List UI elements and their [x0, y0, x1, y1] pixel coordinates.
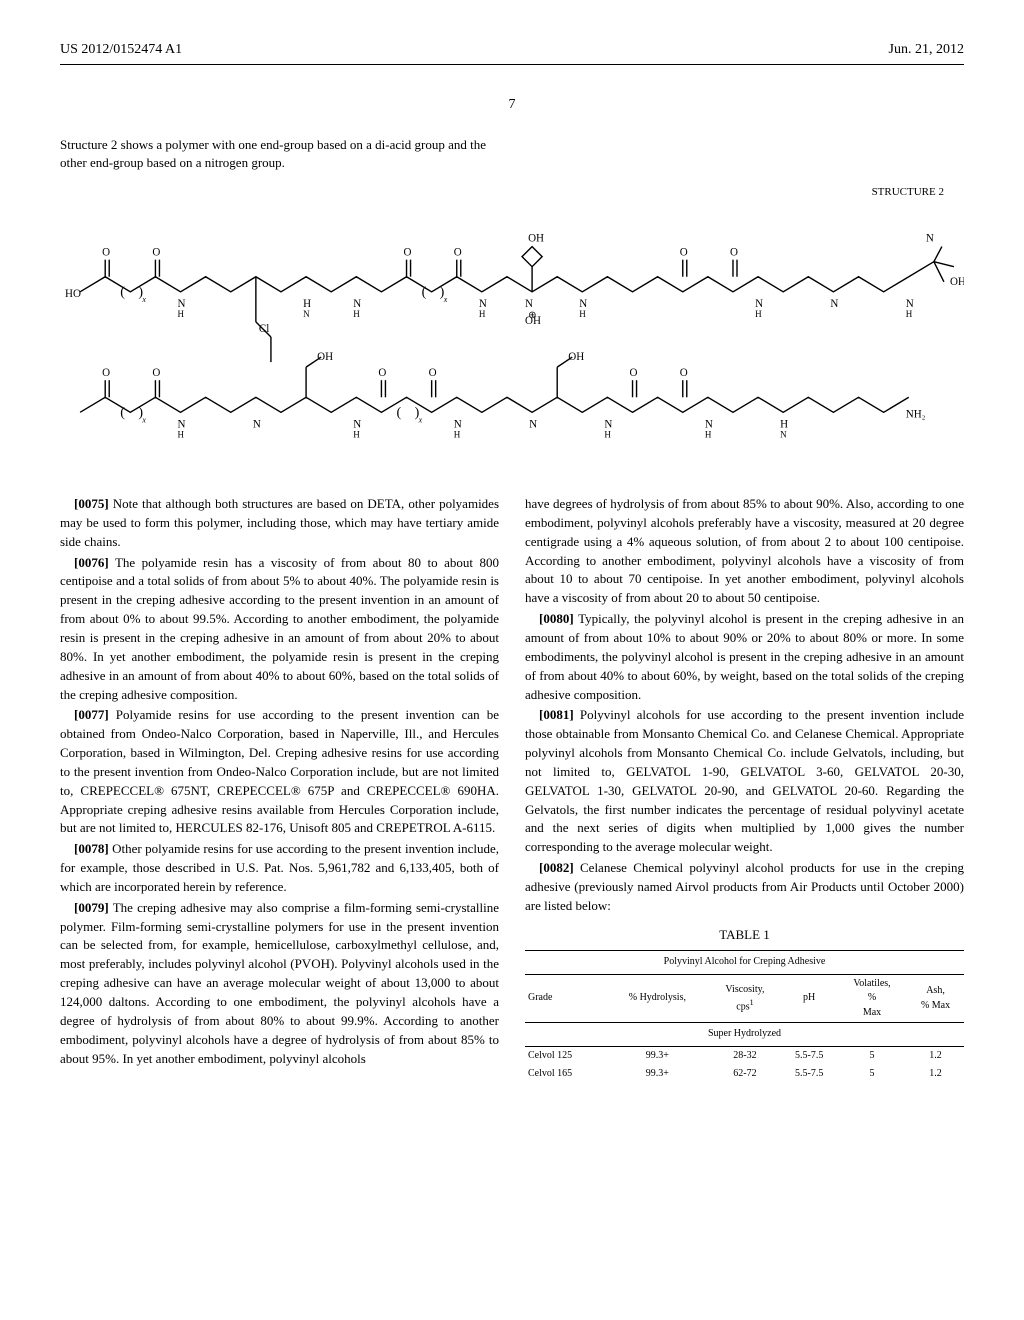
svg-text:(: ( — [120, 284, 125, 300]
svg-text:x: x — [443, 295, 448, 304]
svg-text:NH₂: NH₂ — [906, 409, 926, 421]
col-hydrolysis: % Hydrolysis, — [606, 974, 708, 1023]
intro-paragraph: Structure 2 shows a polymer with one end… — [60, 136, 494, 174]
table-title: TABLE 1 — [525, 926, 964, 945]
svg-text:OH: OH — [317, 351, 333, 363]
table-row: Celvol 165 99.3+ 62-72 5.5-7.5 5 1.2 — [525, 1065, 964, 1084]
publication-number: US 2012/0152474 A1 — [60, 40, 182, 60]
svg-text:O: O — [730, 247, 738, 259]
para-cont-0079: have degrees of hydrolysis of from about… — [525, 495, 964, 608]
svg-text:x: x — [141, 295, 146, 304]
svg-text:O: O — [454, 247, 462, 259]
svg-text:N: N — [253, 419, 261, 431]
svg-text:O: O — [152, 247, 160, 259]
svg-text:N: N — [303, 309, 310, 319]
svg-text:x: x — [141, 416, 146, 425]
svg-text:OH: OH — [568, 351, 584, 363]
table-caption: Polyvinyl Alcohol for Creping Adhesive — [525, 951, 964, 975]
chemical-structure-diagram: OO OO OO HO OH N OH NH HN NH NH N⊕ NH NH… — [60, 207, 964, 467]
para-0076: [0076] The polyamide resin has a viscosi… — [60, 554, 499, 705]
page-header: US 2012/0152474 A1 Jun. 21, 2012 — [60, 40, 964, 60]
svg-text:H: H — [604, 430, 611, 440]
svg-text:O: O — [404, 247, 412, 259]
svg-text:(: ( — [120, 405, 125, 421]
para-0078: [0078] Other polyamide resins for use ac… — [60, 840, 499, 897]
svg-text:OH: OH — [950, 276, 964, 288]
para-0079: [0079] The creping adhesive may also com… — [60, 899, 499, 1069]
col-ph: pH — [781, 974, 837, 1023]
svg-text:H: H — [906, 309, 913, 319]
svg-text:O: O — [378, 367, 386, 379]
svg-text:N: N — [525, 298, 533, 310]
para-0082: [0082] Celanese Chemical polyvinyl alcoh… — [525, 859, 964, 916]
svg-text:OH: OH — [528, 233, 544, 245]
svg-text:N: N — [780, 430, 787, 440]
col-volatiles: Volatiles,%Max — [837, 974, 907, 1023]
svg-text:O: O — [680, 367, 688, 379]
svg-text:(: ( — [422, 284, 427, 300]
col-grade: Grade — [525, 974, 606, 1023]
svg-text:HO: HO — [65, 288, 81, 300]
svg-text:x: x — [418, 416, 423, 425]
svg-text:H: H — [178, 430, 185, 440]
svg-text:O: O — [102, 367, 110, 379]
svg-text:H: H — [178, 309, 185, 319]
svg-text:H: H — [705, 430, 712, 440]
svg-text:O: O — [630, 367, 638, 379]
svg-text:N: N — [926, 233, 934, 245]
table-subheader: Super Hydrolyzed — [525, 1023, 964, 1047]
svg-text:Cl: Cl — [259, 323, 269, 335]
para-0081: [0081] Polyvinyl alcohols for use accord… — [525, 706, 964, 857]
page-number: 7 — [60, 95, 964, 115]
col-ash: Ash,% Max — [907, 974, 964, 1023]
left-column: [0075] Note that although both structure… — [60, 495, 499, 1084]
svg-text:N: N — [529, 419, 537, 431]
svg-text:OH: OH — [525, 315, 541, 327]
svg-text:O: O — [152, 367, 160, 379]
svg-text:H: H — [353, 430, 360, 440]
svg-text:H: H — [479, 309, 486, 319]
para-0075: [0075] Note that although both structure… — [60, 495, 499, 552]
publication-date: Jun. 21, 2012 — [889, 40, 964, 60]
header-rule — [60, 64, 964, 65]
right-column: have degrees of hydrolysis of from about… — [525, 495, 964, 1084]
structure-label: STRUCTURE 2 — [60, 185, 964, 201]
svg-text:H: H — [579, 309, 586, 319]
svg-text:O: O — [429, 367, 437, 379]
svg-text:N: N — [830, 298, 838, 310]
col-viscosity: Viscosity,cps1 — [709, 974, 782, 1023]
svg-text:O: O — [680, 247, 688, 259]
svg-text:H: H — [755, 309, 762, 319]
svg-text:(: ( — [396, 405, 401, 421]
table-row: Celvol 125 99.3+ 28-32 5.5-7.5 5 1.2 — [525, 1046, 964, 1065]
svg-text:O: O — [102, 247, 110, 259]
pvoh-table: Polyvinyl Alcohol for Creping Adhesive G… — [525, 950, 964, 1084]
svg-text:H: H — [454, 430, 461, 440]
para-0080: [0080] Typically, the polyvinyl alcohol … — [525, 610, 964, 704]
para-0077: [0077] Polyamide resins for use accordin… — [60, 706, 499, 838]
svg-text:H: H — [353, 309, 360, 319]
